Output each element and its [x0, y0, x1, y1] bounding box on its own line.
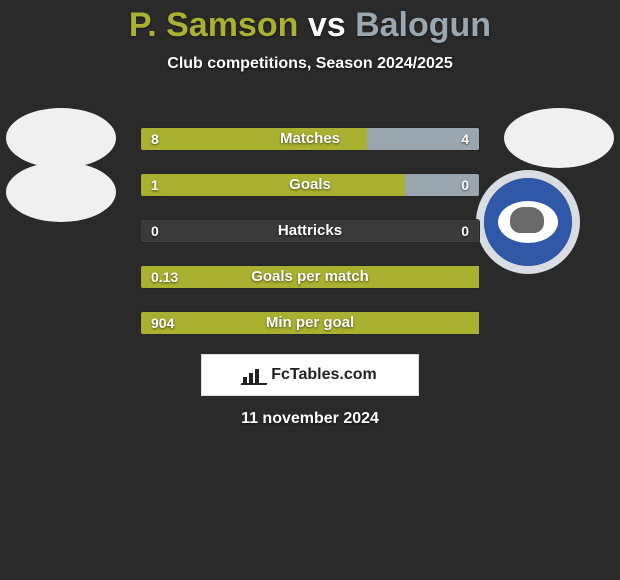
stat-row: 904Min per goal	[140, 311, 480, 335]
player-left-name: P. Samson	[129, 6, 298, 44]
player-right-name: Balogun	[355, 6, 491, 44]
stat-row: 0.13Goals per match	[140, 265, 480, 289]
stat-category: Hattricks	[141, 220, 479, 242]
stat-rows: 84Matches 10Goals 00Hattricks 0.13Goals per…	[140, 127, 480, 357]
comparison-title: P. Samson vs Balogun	[0, 0, 620, 45]
avatar-left	[6, 108, 116, 168]
club-badge	[484, 178, 572, 266]
brand-icon	[243, 367, 265, 383]
stat-category: Min per goal	[141, 312, 479, 334]
avatar-right	[504, 108, 614, 168]
date-label: 11 november 2024	[0, 410, 620, 428]
stat-row: 00Hattricks	[140, 219, 480, 243]
club-badge-inner	[498, 201, 558, 243]
stat-category: Goals	[141, 174, 479, 196]
title-vs: vs	[298, 6, 355, 44]
stat-category: Goals per match	[141, 266, 479, 288]
subtitle: Club competitions, Season 2024/2025	[0, 55, 620, 73]
avatar-left	[6, 162, 116, 222]
stat-row: 10Goals	[140, 173, 480, 197]
stat-row: 84Matches	[140, 127, 480, 151]
brand-box: FcTables.com	[201, 354, 419, 396]
stat-category: Matches	[141, 128, 479, 150]
brand-text: FcTables.com	[271, 366, 377, 384]
